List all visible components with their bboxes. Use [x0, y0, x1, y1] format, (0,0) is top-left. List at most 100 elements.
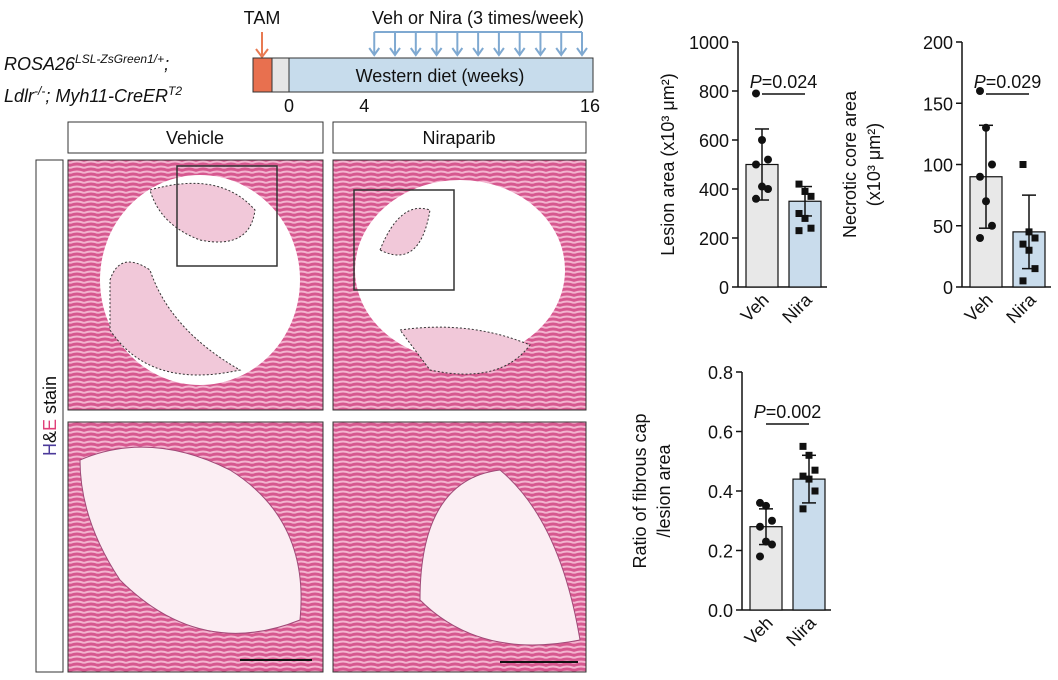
dose-arrowhead — [389, 47, 401, 57]
data-point — [976, 87, 984, 95]
stain-e: E — [40, 419, 60, 431]
p-value-part: =0.024 — [762, 72, 818, 92]
p-value-part: =0.029 — [986, 72, 1042, 92]
y-tick-label: 0 — [719, 278, 729, 298]
data-point — [799, 442, 807, 450]
tam-arrowhead — [255, 48, 269, 59]
data-point — [1019, 277, 1027, 285]
p-value-part: P — [974, 72, 986, 92]
histology: Vehicle Niraparib H&E stain — [35, 121, 587, 673]
data-point — [807, 192, 815, 200]
data-point — [801, 187, 809, 195]
data-point — [807, 224, 815, 232]
y-tick-label: 150 — [923, 94, 953, 114]
data-point — [799, 472, 807, 480]
diet-label: Western diet (weeks) — [356, 66, 525, 86]
timeline-tick: 0 — [284, 96, 294, 116]
data-point — [811, 466, 819, 474]
data-point — [811, 487, 819, 495]
image-vehicle-low — [67, 159, 324, 411]
data-point — [799, 505, 807, 513]
column-header — [332, 121, 587, 154]
data-point — [752, 160, 760, 169]
genotype-part: ; Myh11-CreER — [45, 86, 168, 106]
genotype-part: LSL-ZsGreen1/+ — [75, 52, 164, 66]
x-tick-label: Nira — [1002, 289, 1040, 327]
tam-block — [252, 57, 273, 93]
data-point — [1019, 161, 1027, 168]
genotype-part: Ldlr — [4, 86, 35, 106]
y-tick-label: 0.2 — [708, 542, 733, 562]
y-tick-label: 1000 — [689, 33, 729, 53]
dose-arrowhead — [451, 47, 464, 57]
timeline-tick: 4 — [359, 96, 369, 116]
row-header — [35, 159, 64, 673]
p-value-part: P — [754, 402, 766, 422]
image-vehicle-high — [67, 421, 324, 673]
data-point — [768, 540, 776, 549]
data-point — [801, 214, 809, 222]
y-tick-label: 0.4 — [708, 482, 733, 502]
genotype-part: ; — [164, 54, 169, 74]
data-point — [756, 498, 764, 507]
tam-label: TAM — [244, 8, 281, 28]
data-point — [805, 451, 813, 459]
genotype: Ldlr-/-; Myh11-CreERT2 — [4, 84, 182, 106]
data-point — [758, 136, 766, 144]
data-point — [758, 182, 766, 191]
dose-arrowhead — [409, 47, 422, 57]
x-tick-label: Nira — [778, 289, 816, 327]
treatment-label: Veh or Nira (3 times/week) — [372, 8, 584, 28]
x-tick-label: Veh — [741, 613, 777, 649]
data-point — [976, 234, 984, 242]
y-tick-label: 50 — [933, 217, 953, 237]
data-point — [1019, 240, 1027, 248]
y-axis-label: (x10³ μm²) — [864, 123, 884, 206]
y-tick-label: 800 — [699, 82, 729, 102]
washout-block — [271, 57, 290, 93]
data-point — [762, 537, 770, 546]
y-tick-label: 0.8 — [708, 363, 733, 383]
data-point — [1031, 265, 1039, 273]
timeline-tick: 16 — [580, 96, 600, 116]
image-niraparib-low — [332, 159, 587, 411]
y-tick-label: 200 — [923, 33, 953, 53]
dose-arrowhead — [368, 47, 381, 57]
genotype-part: T2 — [168, 84, 182, 98]
x-tick-label: Veh — [961, 290, 997, 326]
y-axis-label: Lesion area (x10³ μm²) — [658, 73, 678, 255]
column-label: Niraparib — [422, 128, 495, 148]
y-axis-label: Necrotic core area — [840, 90, 860, 238]
x-tick-label: Nira — [782, 612, 820, 650]
dose-arrowhead — [534, 47, 547, 57]
image-niraparib-high — [332, 421, 587, 673]
y-tick-label: 400 — [699, 180, 729, 200]
dose-arrowhead — [493, 47, 505, 57]
data-point — [805, 475, 813, 483]
y-axis-label: /lesion area — [654, 443, 674, 537]
data-point — [752, 194, 760, 203]
data-point — [764, 155, 772, 164]
column-label: Vehicle — [166, 128, 224, 148]
x-tick-label: Veh — [737, 290, 773, 326]
data-point — [988, 221, 996, 230]
genotype-part: -/- — [34, 84, 45, 98]
data-point — [982, 197, 990, 206]
genotype-part: ROSA26 — [4, 54, 76, 74]
data-point — [768, 516, 776, 525]
stain-text: stain — [40, 376, 60, 419]
dose-arrowhead — [576, 47, 588, 57]
p-value: P=0.024 — [750, 72, 818, 92]
y-tick-label: 0.0 — [708, 601, 733, 621]
data-point — [795, 210, 803, 217]
data-point — [756, 552, 764, 561]
data-point — [1025, 228, 1033, 236]
diet-block — [288, 57, 594, 93]
dose-arrowhead — [472, 47, 484, 57]
data-point — [764, 185, 772, 193]
dose-arrowhead — [513, 47, 526, 57]
data-point — [752, 89, 760, 98]
p-value: P=0.029 — [974, 72, 1042, 92]
column-header — [67, 121, 324, 154]
p-value-part: P — [750, 72, 762, 92]
